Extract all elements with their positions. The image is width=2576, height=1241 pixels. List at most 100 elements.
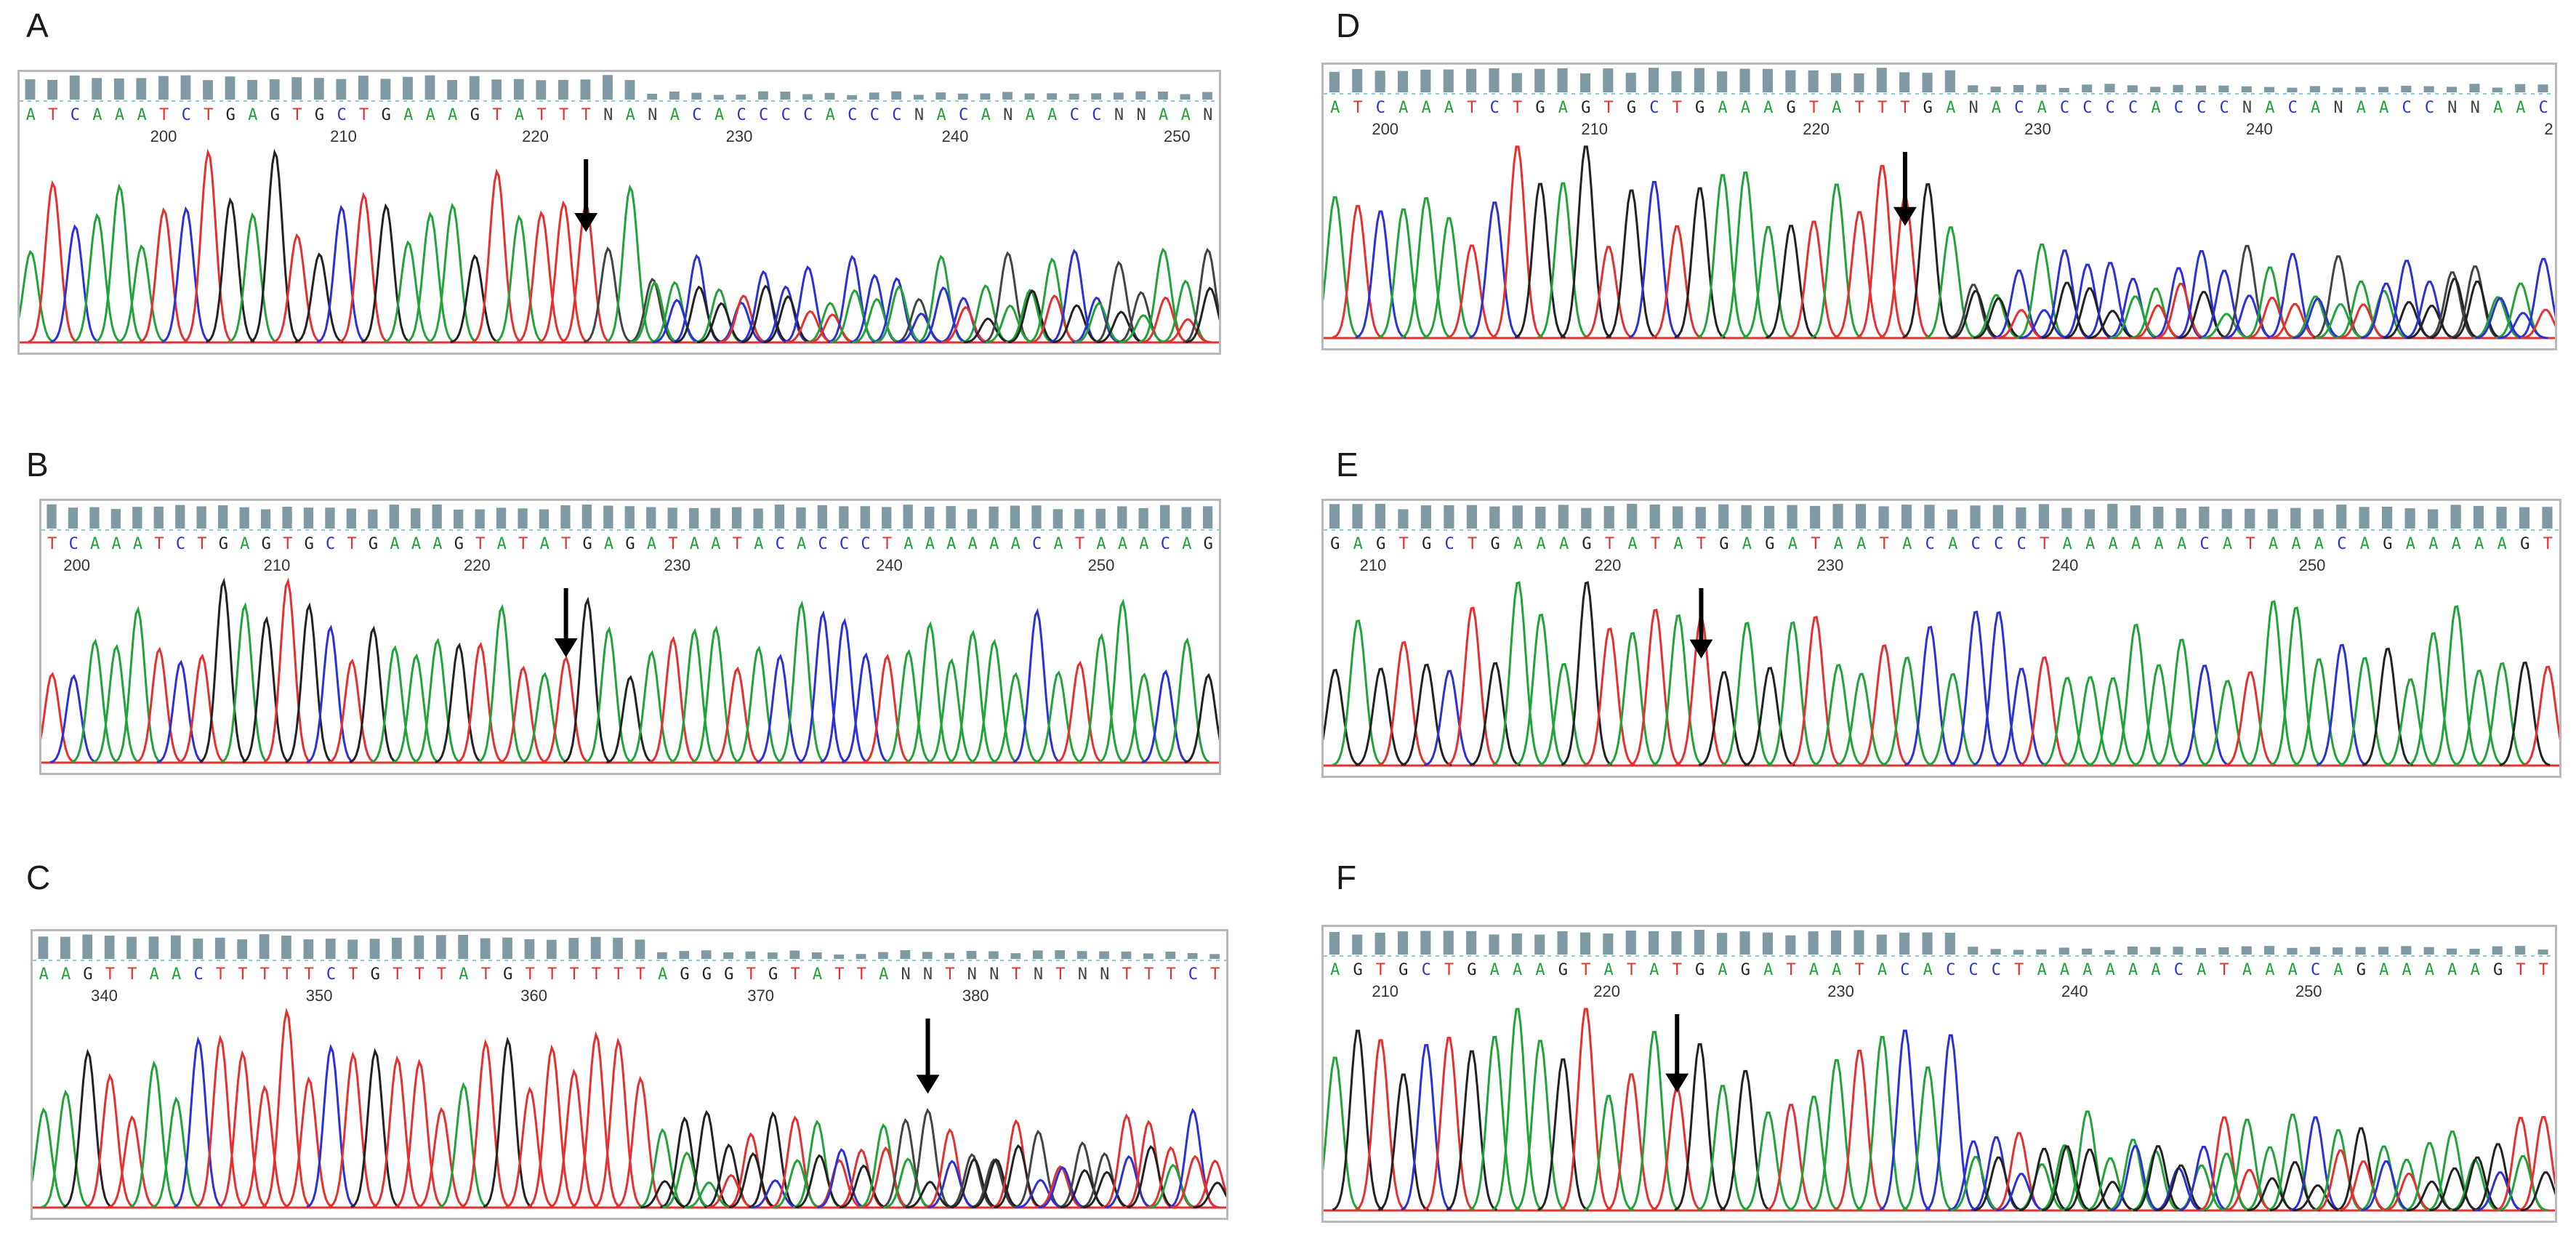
quality-bar bbox=[171, 935, 181, 959]
quality-bar bbox=[1739, 931, 1750, 955]
quality-bar bbox=[1831, 930, 1842, 955]
quality-bar bbox=[524, 939, 535, 959]
base-call: C bbox=[2017, 535, 2026, 553]
base-call: N bbox=[2471, 99, 2480, 117]
quality-bar bbox=[2309, 947, 2320, 955]
base-call: T bbox=[790, 965, 800, 984]
trace-peak bbox=[516, 210, 566, 343]
quality-bar bbox=[745, 951, 756, 959]
quality-bar bbox=[2175, 508, 2186, 529]
quality-bar bbox=[2428, 509, 2439, 529]
quality-bar bbox=[1202, 506, 1213, 529]
quality-bar bbox=[2245, 508, 2255, 529]
secondary-peak bbox=[905, 1181, 954, 1209]
base-call: A bbox=[1877, 961, 1887, 979]
secondary-peak bbox=[763, 295, 812, 344]
base-call: T bbox=[1786, 961, 1795, 979]
base-call: A bbox=[936, 106, 946, 124]
base-call: A bbox=[1353, 535, 1363, 553]
base-call: A bbox=[2471, 961, 2480, 979]
quality-bar bbox=[247, 79, 257, 100]
trace-peak bbox=[1879, 1029, 1931, 1211]
quality-bar bbox=[624, 80, 635, 100]
base-call: A bbox=[540, 535, 550, 553]
trace-peak bbox=[2016, 244, 2068, 339]
trace-peak bbox=[439, 1082, 488, 1208]
trace-peak bbox=[427, 202, 477, 343]
quality-bar bbox=[2404, 508, 2415, 529]
base-call: C bbox=[2539, 99, 2548, 117]
base-call: T bbox=[216, 965, 225, 984]
quality-bar bbox=[82, 934, 93, 959]
trace-peak bbox=[648, 635, 696, 763]
quality-bar bbox=[1374, 71, 1385, 92]
quality-bar bbox=[1091, 93, 1102, 100]
trace-peak bbox=[1492, 581, 1544, 766]
position-label: 230 bbox=[1817, 556, 1844, 574]
base-call: T bbox=[197, 535, 206, 553]
base-call: C bbox=[959, 106, 968, 124]
base-call: A bbox=[172, 965, 181, 984]
trace-peak bbox=[777, 600, 825, 763]
quality-bar bbox=[989, 506, 999, 529]
trace-peak bbox=[1813, 664, 1864, 766]
base-call: A bbox=[2356, 99, 2366, 117]
trace-peak bbox=[872, 277, 921, 344]
base-call: N bbox=[1968, 99, 1978, 117]
secondary-peak bbox=[684, 1181, 733, 1209]
quality-bar bbox=[2290, 507, 2301, 529]
quality-bar bbox=[1202, 92, 1212, 100]
trace-peak bbox=[2499, 661, 2551, 766]
quality-bar bbox=[1603, 933, 1614, 955]
secondary-peak bbox=[830, 289, 879, 344]
quality-bar bbox=[104, 935, 115, 959]
quality-bar bbox=[2515, 946, 2526, 955]
secondary-peak bbox=[2475, 1171, 2526, 1212]
base-call: N bbox=[648, 106, 657, 124]
trace-peak bbox=[1904, 625, 1956, 766]
secondary-peak bbox=[949, 1157, 999, 1209]
base-call: G bbox=[1535, 99, 1545, 117]
base-call: T bbox=[1399, 535, 1409, 553]
quality-bar bbox=[731, 507, 742, 529]
base-call: T bbox=[526, 965, 535, 984]
base-call: C bbox=[326, 535, 335, 553]
base-call: G bbox=[680, 965, 689, 984]
quality-bar bbox=[1627, 504, 1638, 529]
trace-peak bbox=[33, 1107, 68, 1208]
quality-bar bbox=[47, 504, 57, 529]
trace-peak bbox=[1674, 187, 1726, 339]
base-call: C bbox=[2288, 99, 2298, 117]
base-call: A bbox=[403, 106, 413, 124]
quality-bar bbox=[126, 936, 137, 959]
base-call: T bbox=[105, 965, 115, 984]
base-call: T bbox=[1075, 535, 1084, 553]
base-call: C bbox=[1649, 99, 1659, 117]
base-call: T bbox=[733, 535, 742, 553]
quality-bar bbox=[860, 506, 870, 529]
trace-peak bbox=[2293, 658, 2345, 766]
trace-peak bbox=[1036, 1165, 1084, 1209]
base-call: G bbox=[503, 965, 512, 984]
trace-peak bbox=[682, 1109, 731, 1208]
trace-peak bbox=[815, 1159, 864, 1209]
trace-peak bbox=[2042, 677, 2093, 766]
position-label: 220 bbox=[1803, 120, 1830, 138]
quality-bar bbox=[1352, 934, 1363, 955]
trace-peak bbox=[1674, 1043, 1726, 1211]
quality-bar bbox=[89, 507, 100, 529]
trace-peak bbox=[361, 203, 411, 343]
trace-peak bbox=[1628, 180, 1680, 339]
quality-bar bbox=[1671, 71, 1682, 92]
quality-bar bbox=[539, 509, 550, 529]
secondary-peak bbox=[1060, 1168, 1109, 1209]
trace-peak bbox=[1881, 656, 1933, 766]
base-call: A bbox=[754, 535, 763, 553]
base-call: A bbox=[133, 535, 142, 553]
base-call: T bbox=[1468, 535, 1477, 553]
base-call: A bbox=[92, 106, 102, 124]
base-call: A bbox=[604, 535, 613, 553]
quality-bar bbox=[1808, 70, 1819, 92]
